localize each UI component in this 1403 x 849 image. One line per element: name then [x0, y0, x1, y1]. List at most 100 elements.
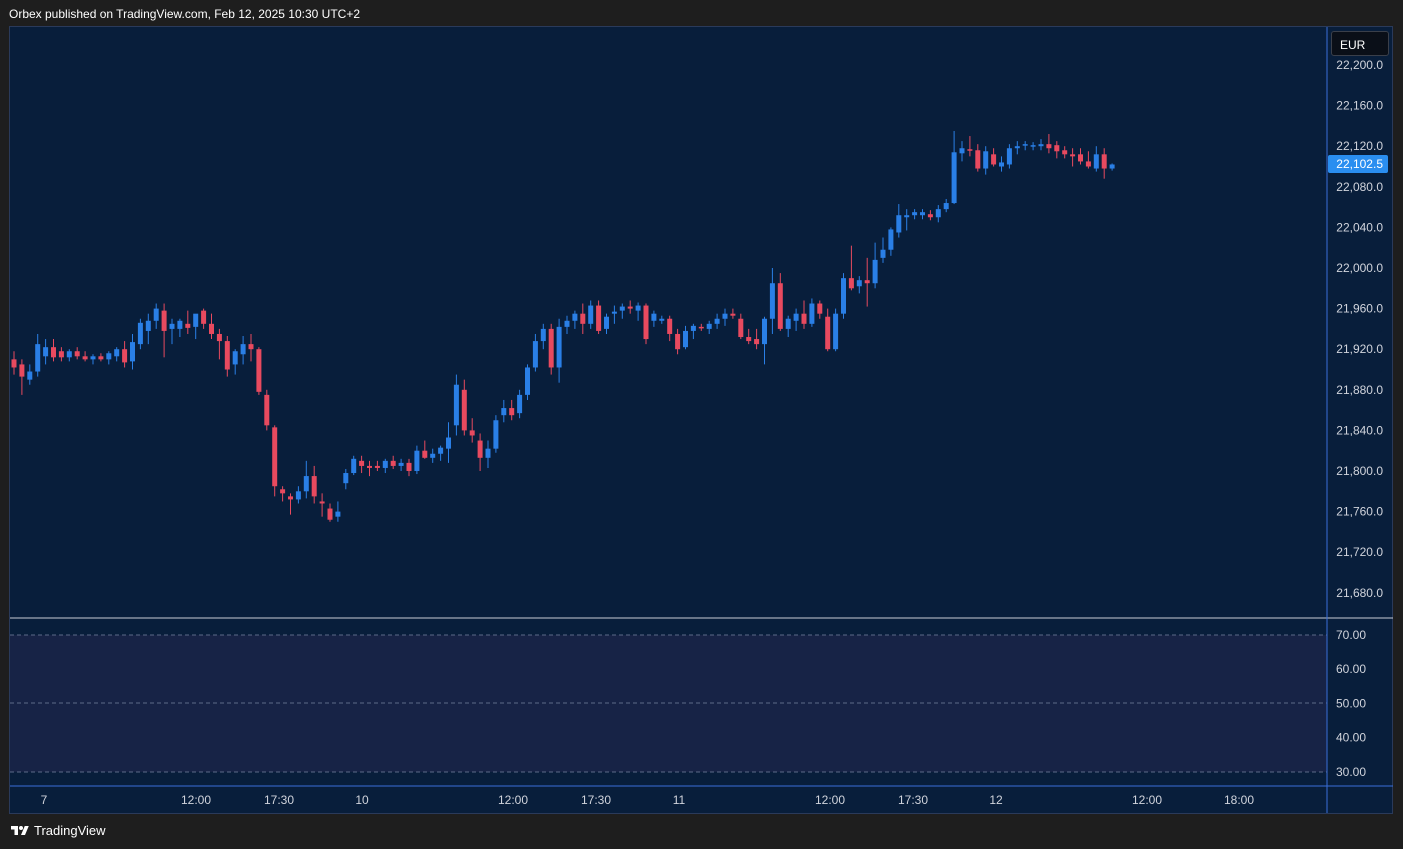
candle	[66, 349, 72, 362]
price-tick-label: 21,840.0	[1336, 423, 1383, 437]
price-tag-label: 22,102.5	[1336, 157, 1383, 171]
price-tick-label: 22,040.0	[1336, 220, 1383, 234]
candle-body	[706, 323, 712, 329]
candle	[580, 303, 586, 334]
candle-body	[137, 322, 143, 345]
candle-body	[1070, 154, 1076, 157]
candle-body	[493, 420, 499, 449]
price-tick-label: 22,200.0	[1336, 58, 1383, 72]
candle-body	[627, 306, 633, 309]
candle	[224, 336, 230, 377]
candle	[51, 339, 56, 362]
candle	[683, 325, 688, 350]
price-tick-label: 21,960.0	[1336, 302, 1383, 316]
candle-body	[683, 330, 688, 348]
candle-body	[185, 323, 191, 328]
candle-body	[1078, 154, 1083, 162]
candle-body	[864, 280, 870, 284]
current-price-tag: 22,102.5	[1328, 154, 1388, 173]
candle	[667, 315, 673, 342]
candle-body	[453, 384, 459, 426]
candle	[596, 300, 602, 334]
candle	[319, 493, 325, 517]
footer: TradingView	[10, 823, 106, 838]
candle-body	[556, 326, 562, 368]
candle-body	[1006, 148, 1012, 165]
currency-selector[interactable]: EUR	[1331, 31, 1389, 56]
candle	[848, 245, 854, 291]
candle	[106, 351, 112, 365]
candle-body	[145, 320, 151, 331]
candle	[303, 460, 309, 499]
candle-body	[74, 351, 80, 357]
time-tick-label: 12:00	[1132, 793, 1162, 807]
candle	[359, 455, 365, 474]
candle-body	[785, 318, 791, 329]
candle	[137, 318, 143, 350]
time-tick-label: 12:00	[498, 793, 528, 807]
candle	[746, 328, 752, 345]
candle-body	[588, 305, 594, 324]
candle-body	[675, 333, 681, 350]
candle-body	[659, 318, 665, 321]
candle	[98, 353, 104, 362]
candle-body	[1038, 144, 1044, 147]
candle	[343, 468, 349, 490]
candle-body	[438, 447, 444, 454]
publisher-header: Orbex published on TradingView.com, Feb …	[9, 7, 360, 21]
candle	[651, 310, 657, 327]
candle	[382, 458, 388, 474]
candle-body	[596, 305, 602, 331]
candle-body	[698, 326, 704, 329]
candle-body	[880, 249, 886, 258]
candle	[738, 313, 744, 340]
candle	[572, 310, 578, 329]
candle	[1006, 144, 1012, 169]
candle-body	[248, 344, 254, 350]
rsi-tick-label: 40.00	[1336, 731, 1366, 745]
candle	[588, 300, 594, 329]
price-axis[interactable]: 22,200.0 22,160.0 22,120.0 22,080.0 22,040.0…	[1336, 58, 1383, 600]
time-tick-label: 17:30	[898, 793, 928, 807]
candle-body	[651, 313, 657, 321]
candle	[264, 389, 270, 431]
candle-body	[509, 408, 515, 416]
candle-body	[485, 448, 491, 458]
candle-body	[1046, 144, 1052, 149]
candle-body	[66, 351, 72, 358]
candle-body	[904, 215, 910, 218]
candle	[453, 374, 459, 436]
candle	[714, 313, 720, 329]
candle	[477, 433, 483, 471]
rsi-axis[interactable]: 70.00 60.00 50.00 40.00 30.00	[1336, 628, 1366, 779]
candle	[991, 148, 997, 167]
candle-body	[161, 310, 167, 331]
candle-body	[82, 356, 88, 360]
candle	[122, 341, 128, 368]
candle-body	[367, 465, 372, 468]
candle-body	[643, 305, 649, 340]
candle	[161, 303, 167, 358]
candle	[114, 347, 120, 362]
time-tick-label: 12	[989, 793, 1003, 807]
time-axis[interactable]: 7 12:00 17:30 10 12:00 17:30 11 12:00 17:30 12 12:…	[41, 793, 1255, 807]
candle-body	[730, 313, 736, 316]
candle	[398, 458, 404, 471]
candle-body	[754, 339, 760, 345]
candle	[698, 323, 704, 331]
candle-body	[935, 209, 941, 218]
candle-body	[525, 367, 530, 395]
candle-body	[201, 310, 207, 324]
candle	[153, 303, 159, 329]
candle-body	[999, 162, 1004, 167]
candle	[754, 328, 760, 350]
candle	[675, 328, 681, 355]
candle	[240, 336, 246, 365]
candle	[540, 323, 546, 350]
candle-body	[477, 440, 483, 458]
candle-body	[98, 356, 104, 360]
candle	[469, 418, 475, 443]
candle	[1070, 148, 1076, 167]
candle	[943, 198, 949, 213]
